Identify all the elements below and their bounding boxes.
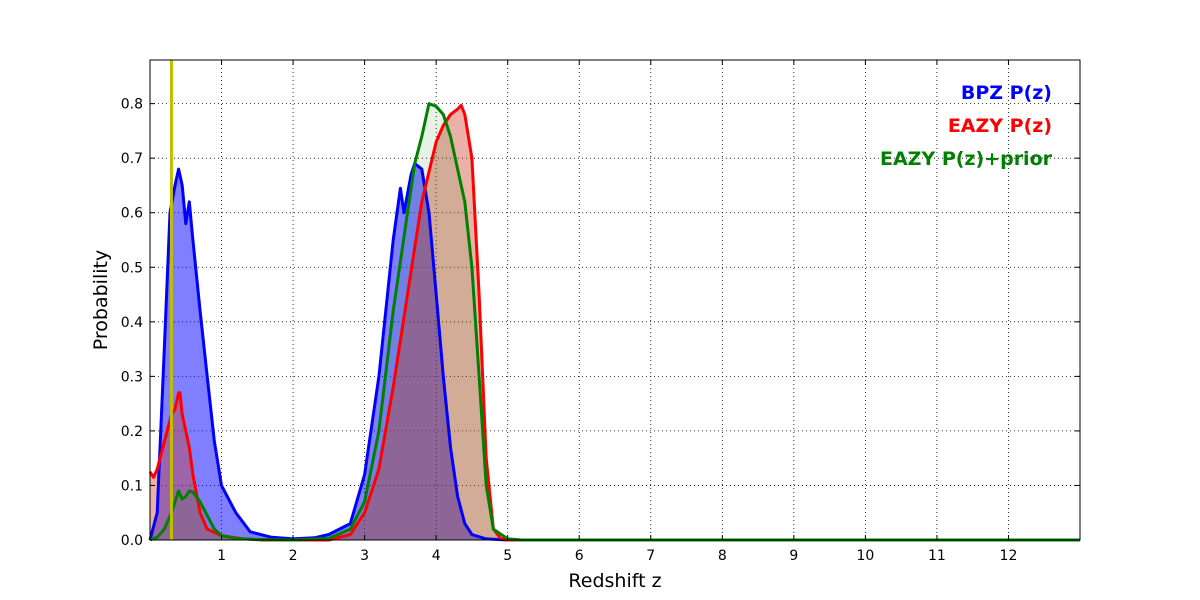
- series-line-eazy-p-z: [148, 103, 1080, 542]
- x-tick-label: 1: [217, 548, 226, 564]
- legend: BPZ P(z) EAZY P(z) EAZY P(z)+prior: [880, 82, 1053, 170]
- y-tick-label: 0.8: [121, 97, 143, 113]
- series-line-bpz-p-z: [148, 162, 1080, 542]
- grid: [150, 60, 1080, 540]
- y-tick-label: 0.7: [121, 151, 143, 167]
- y-tick-label: 0.0: [121, 533, 143, 549]
- x-tick-label: 9: [789, 548, 798, 564]
- legend-entry-bpz: BPZ P(z): [961, 82, 1052, 104]
- axis-ticks: 1 2 3 4 5 6 7 8 9 10 11 120.00.10.20.30.40.50.60.70…: [121, 60, 1080, 564]
- legend-entry-eazy: EAZY P(z): [948, 115, 1052, 137]
- series-fill-bpz-p-z: [150, 163, 1080, 540]
- series-lines: [148, 102, 1080, 542]
- series-line-eazy-p-z-prior: [149, 102, 1080, 542]
- x-tick-label: 2: [289, 548, 298, 564]
- y-axis-label: Probability: [90, 250, 112, 350]
- y-tick-label: 0.2: [121, 424, 143, 440]
- legend-entry-eazy-prior: EAZY P(z)+prior: [880, 148, 1053, 170]
- y-tick-label: 0.6: [121, 206, 143, 222]
- x-axis-label: Redshift z: [568, 570, 661, 592]
- x-tick-label: 7: [646, 548, 655, 564]
- x-tick-label: 3: [360, 548, 369, 564]
- x-tick-label: 5: [503, 548, 512, 564]
- y-tick-label: 0.1: [121, 478, 143, 494]
- x-tick-label: 11: [928, 548, 946, 564]
- x-tick-label: 8: [718, 548, 727, 564]
- x-tick-label: 10: [856, 548, 874, 564]
- y-tick-label: 0.3: [121, 369, 143, 385]
- x-tick-label: 12: [1000, 548, 1018, 564]
- plot-frame: [149, 59, 1081, 541]
- series-fill-eazy-p-z-prior: [150, 103, 1080, 540]
- y-tick-label: 0.5: [121, 260, 143, 276]
- x-tick-label: 4: [432, 548, 441, 564]
- x-tick-label: 6: [575, 548, 584, 564]
- y-tick-label: 0.4: [121, 315, 143, 331]
- series-fill-eazy-p-z: [150, 105, 1080, 541]
